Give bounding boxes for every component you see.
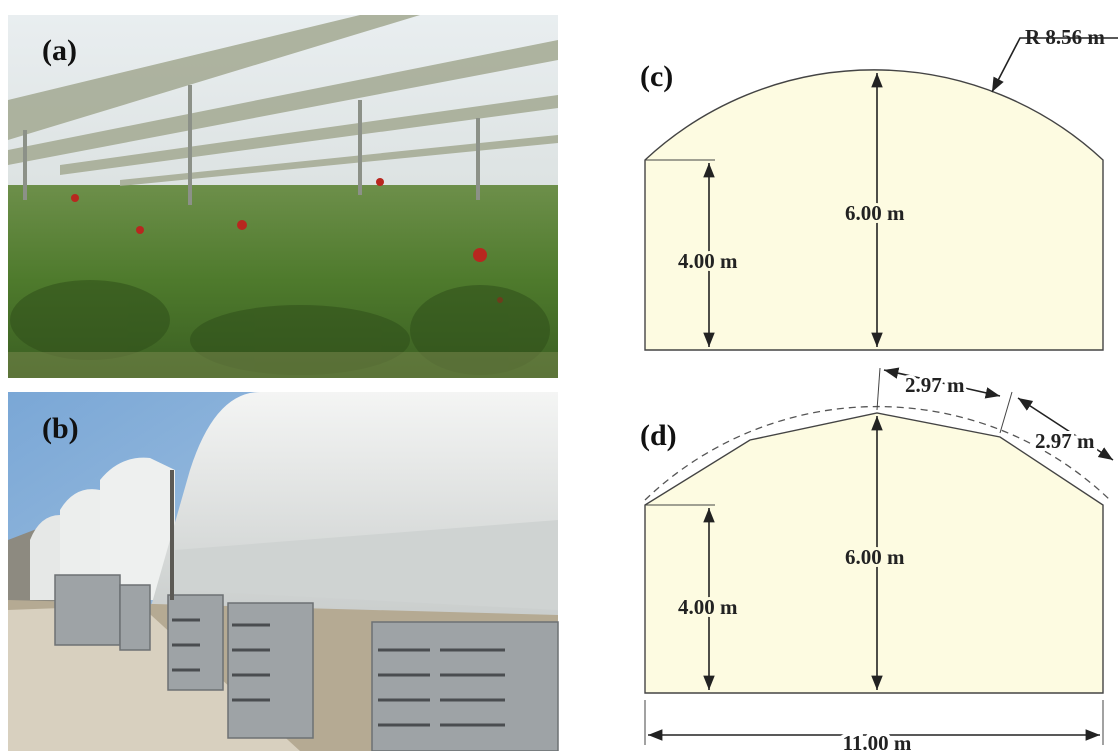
body: {"panel_a": {"label": "(a)"}, "panel_b":… — [0, 0, 1118, 751]
shape — [10, 280, 170, 360]
shape — [473, 248, 487, 262]
side-height-label: 4.00 m — [678, 249, 738, 273]
radius-label: R 8.56 m — [1025, 25, 1105, 49]
panel-label: (d) — [640, 419, 677, 452]
shape — [877, 368, 880, 410]
ridge-height-label: 6.00 m — [845, 201, 905, 225]
diagram-c — [645, 38, 1118, 350]
side-height-label: 4.00 m — [678, 595, 738, 619]
shape — [168, 595, 223, 690]
photo-a — [8, 15, 558, 378]
shape — [120, 585, 150, 650]
segment-label: 2.97 m — [1035, 429, 1095, 453]
shape — [228, 603, 313, 738]
shape — [376, 178, 384, 186]
shape — [372, 622, 558, 751]
segment-label: 2.97 m — [905, 373, 965, 397]
span-label: 11.00 m — [843, 731, 912, 751]
panel-label: (c) — [640, 60, 673, 93]
panel-label: (b) — [42, 412, 79, 445]
shape — [136, 226, 144, 234]
shape — [55, 575, 120, 645]
shape — [1000, 392, 1012, 433]
shape — [8, 352, 558, 378]
photo-b — [8, 392, 558, 751]
shape — [71, 194, 79, 202]
page: Greenhouse figure html, body { margin: 0… — [0, 0, 1118, 751]
shape — [237, 220, 247, 230]
panel-label: (a) — [42, 34, 77, 67]
ridge-height-label: 6.00 m — [845, 545, 905, 569]
figure: (a) (b) (c) R 8.56 m 4.00 m 6.00 m (d) 2… — [0, 0, 1118, 751]
